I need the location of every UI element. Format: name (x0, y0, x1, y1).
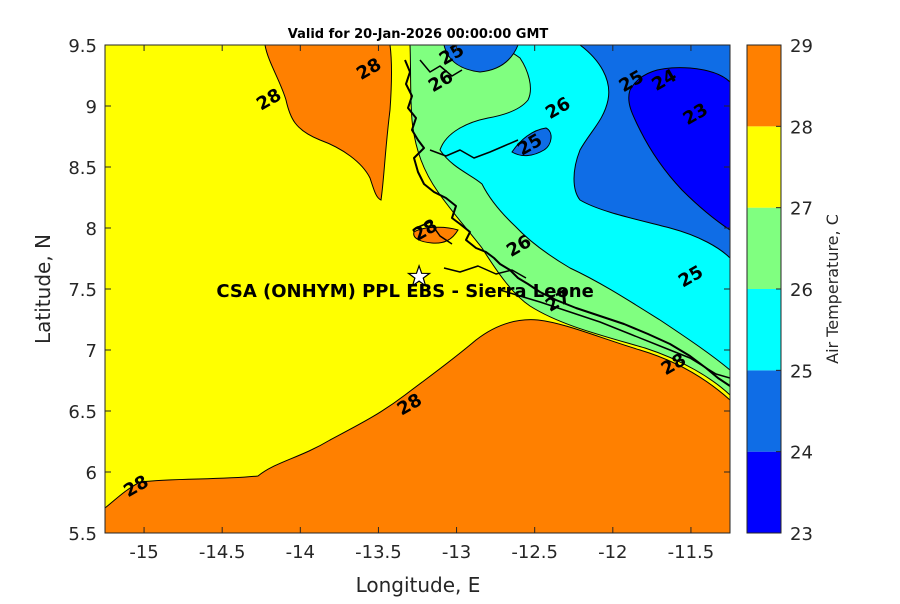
x-tick-label: -12 (598, 542, 627, 563)
map-title: Valid for 20-Jan-2026 00:00:00 GMT (288, 27, 549, 42)
colorbar-label: Air Temperature, C (823, 214, 842, 364)
y-tick-label: 9.5 (68, 36, 97, 57)
x-tick-label: -12.5 (511, 542, 558, 563)
x-axis: -15 -14.5 -14 -13.5 -13 -12.5 -12 -11.5 (129, 45, 714, 563)
river-3 (415, 221, 453, 245)
river-1 (429, 139, 519, 159)
contour-fill-layer (105, 45, 730, 533)
station-star-icon (406, 263, 432, 288)
colorbar-frame (746, 44, 782, 534)
x-tick-label: -14 (286, 542, 315, 563)
coastline-layer (404, 59, 730, 387)
region-24-25-pocket (443, 45, 519, 73)
colorbar-tick-label: 27 (790, 199, 813, 220)
x-tick-label: -13 (442, 542, 471, 563)
y-axis: 5.5 6 6.5 7 7.5 8 8.5 9 9.5 (68, 36, 730, 545)
colorbar-tick-label: 23 (790, 524, 813, 545)
colorbar-tick-label: 24 (790, 443, 813, 464)
colorbar-swatch (747, 370, 781, 452)
region-23-24 (628, 67, 730, 231)
x-axis-label: Longitude, E (356, 573, 481, 597)
station-marker: CSA (ONHYM) PPL EBS - Sierra Leone (216, 263, 594, 302)
region-28-northwest (264, 45, 392, 201)
colorbar: 23 24 25 26 27 28 29 (747, 36, 813, 545)
station-label: CSA (ONHYM) PPL EBS - Sierra Leone (216, 281, 593, 302)
colorbar-swatch (747, 126, 781, 208)
colorbar-tick-label: 28 (790, 117, 813, 138)
region-28-south (105, 319, 730, 533)
y-tick-label: 6.5 (68, 402, 97, 423)
y-tick-label: 8.5 (68, 158, 97, 179)
x-tick-label: -15 (129, 542, 158, 563)
x-tick-label: -13.5 (355, 542, 402, 563)
y-tick-label: 9 (86, 97, 97, 118)
y-tick-label: 5.5 (68, 524, 97, 545)
y-tick-label: 7 (86, 341, 97, 362)
colorbar-swatch (747, 289, 781, 371)
x-tick-label: -14.5 (199, 542, 246, 563)
colorbar-swatch (747, 207, 781, 289)
colorbar-tick-label: 25 (790, 361, 813, 382)
river-2 (419, 59, 463, 77)
y-tick-label: 7.5 (68, 280, 97, 301)
x-tick-label: -11.5 (668, 542, 715, 563)
colorbar-swatch (747, 45, 781, 127)
river-4 (443, 265, 527, 279)
colorbar-tick-label: 26 (790, 280, 813, 301)
y-tick-label: 6 (86, 463, 97, 484)
y-tick-label: 8 (86, 219, 97, 240)
region-24-25-inlet (511, 127, 552, 157)
coastline (404, 59, 730, 387)
coastline-shelf (499, 289, 730, 379)
colorbar-swatch (747, 451, 781, 533)
colorbar-tick-label: 29 (790, 36, 813, 57)
y-axis-label: Latitude, N (31, 234, 55, 344)
